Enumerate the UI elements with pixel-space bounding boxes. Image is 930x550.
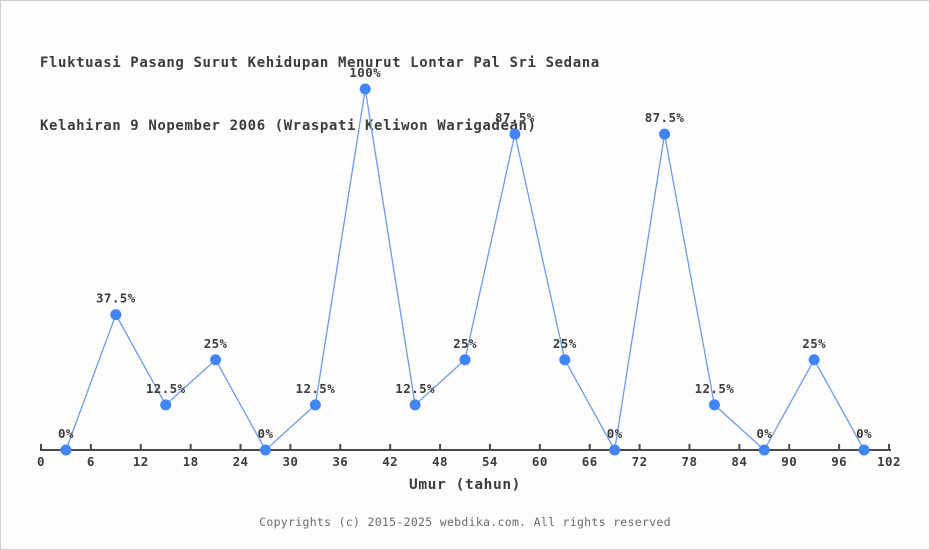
tick-label: 66 xyxy=(582,454,598,469)
data-point xyxy=(210,354,222,366)
data-line xyxy=(65,88,865,452)
tick-label: 48 xyxy=(432,454,448,469)
data-point xyxy=(409,399,421,411)
point-label: 87.5% xyxy=(495,110,535,125)
data-point xyxy=(808,354,820,366)
point-label: 12.5% xyxy=(395,381,435,396)
point-label: 12.5% xyxy=(695,381,735,396)
point-label: 12.5% xyxy=(296,381,336,396)
tick-label: 72 xyxy=(632,454,648,469)
tick-label: 30 xyxy=(282,454,298,469)
tick-label: 84 xyxy=(731,454,747,469)
point-label: 0% xyxy=(856,426,872,441)
tick-label: 0 xyxy=(37,454,45,469)
x-axis-title: Umur (tahun) xyxy=(409,477,521,493)
data-point xyxy=(359,83,371,95)
point-label: 37.5% xyxy=(96,291,136,306)
tick-label: 24 xyxy=(233,454,249,469)
tick-label: 12 xyxy=(133,454,149,469)
tick-label: 42 xyxy=(382,454,398,469)
point-label: 0% xyxy=(258,426,274,441)
tick-label: 36 xyxy=(332,454,348,469)
point-label: 87.5% xyxy=(645,110,685,125)
point-label: 25% xyxy=(204,336,228,351)
data-point xyxy=(160,399,172,411)
data-point xyxy=(60,444,72,456)
data-point xyxy=(858,444,870,456)
tick-label: 78 xyxy=(682,454,698,469)
tick-label: 90 xyxy=(781,454,797,469)
point-label: 100% xyxy=(349,65,381,80)
chart-title-line2: Kelahiran 9 Nopember 2006 (Wraspati Keli… xyxy=(40,118,537,134)
data-point xyxy=(309,399,321,411)
data-point xyxy=(459,354,471,366)
data-point xyxy=(559,354,571,366)
tick-label: 54 xyxy=(482,454,498,469)
tick-label: 102 xyxy=(877,454,901,469)
data-point xyxy=(259,444,271,456)
point-label: 25% xyxy=(802,336,826,351)
data-point xyxy=(110,309,122,321)
data-point xyxy=(758,444,770,456)
tick-label: 6 xyxy=(87,454,95,469)
point-label: 0% xyxy=(756,426,772,441)
point-label: 25% xyxy=(553,336,577,351)
data-point xyxy=(708,399,720,411)
tick-label: 60 xyxy=(532,454,548,469)
copyright-footer: Copyrights (c) 2015-2025 webdika.com. Al… xyxy=(259,515,671,529)
point-label: 0% xyxy=(607,426,623,441)
point-label: 0% xyxy=(58,426,74,441)
chart-title-line1: Fluktuasi Pasang Surut Kehidupan Menurut… xyxy=(40,55,600,71)
chart-title: Fluktuasi Pasang Surut Kehidupan Menurut… xyxy=(40,11,600,179)
point-label: 12.5% xyxy=(146,381,186,396)
tick-label: 96 xyxy=(831,454,847,469)
data-point xyxy=(659,128,671,140)
data-point xyxy=(609,444,621,456)
point-label: 25% xyxy=(453,336,477,351)
data-point xyxy=(509,128,521,140)
tick-label: 18 xyxy=(183,454,199,469)
